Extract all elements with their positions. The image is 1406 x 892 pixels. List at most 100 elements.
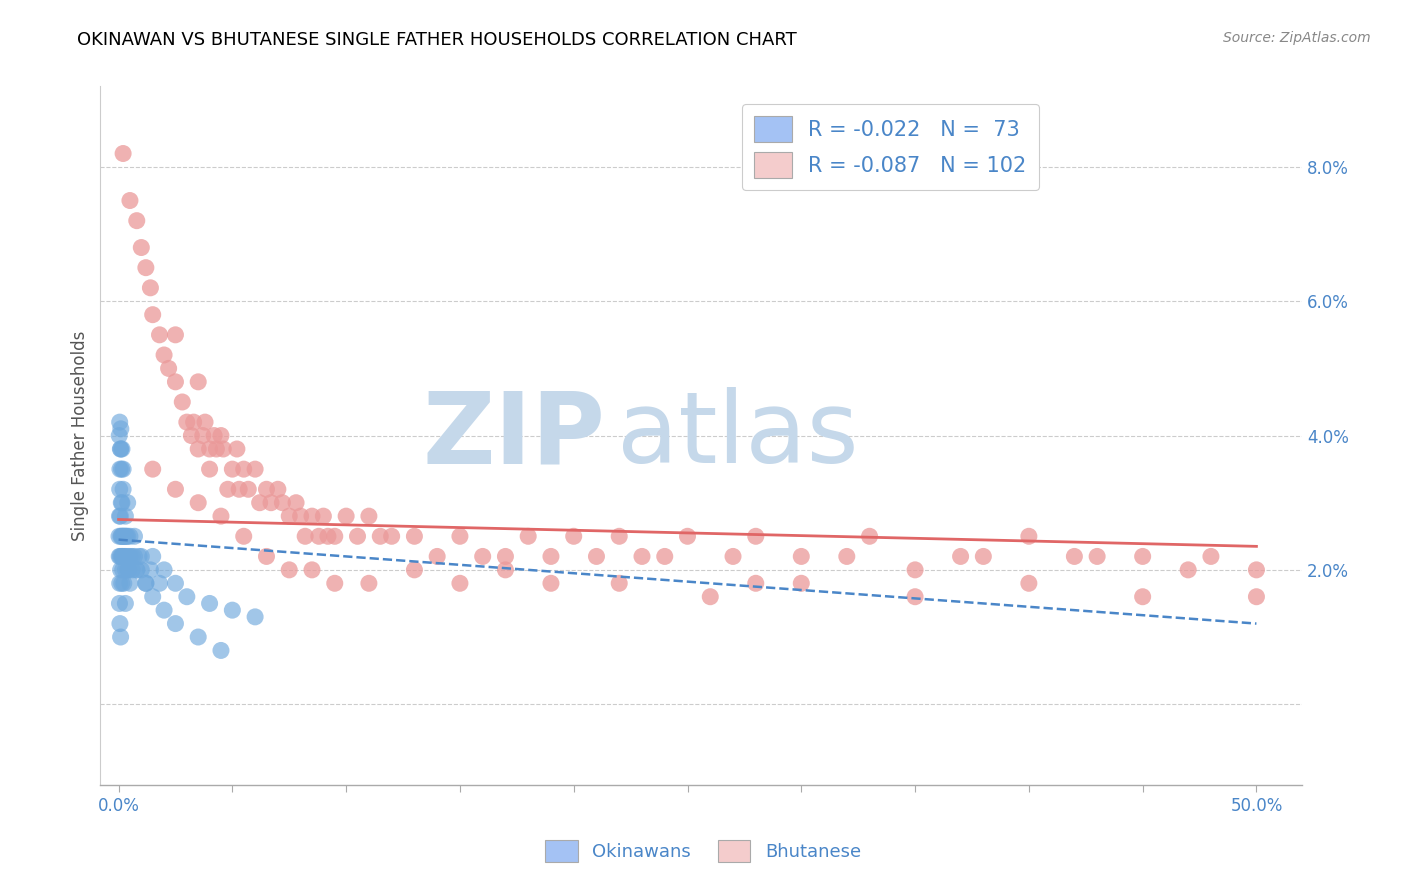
Point xyxy=(157,361,180,376)
Point xyxy=(323,529,346,543)
Point xyxy=(176,590,198,604)
Point xyxy=(221,462,243,476)
Point xyxy=(115,549,138,564)
Point xyxy=(949,549,972,564)
Point xyxy=(232,529,254,543)
Point xyxy=(112,146,135,161)
Point xyxy=(135,260,157,275)
Point xyxy=(110,529,132,543)
Point xyxy=(111,549,134,564)
Point xyxy=(285,496,308,510)
Point xyxy=(110,630,132,644)
Point xyxy=(301,563,323,577)
Point xyxy=(209,428,232,442)
Point xyxy=(117,496,139,510)
Point xyxy=(112,529,135,543)
Point xyxy=(110,509,132,524)
Point xyxy=(243,610,266,624)
Point xyxy=(368,529,391,543)
Point xyxy=(121,563,143,577)
Point xyxy=(494,563,516,577)
Point xyxy=(108,462,131,476)
Point xyxy=(494,549,516,564)
Point xyxy=(1246,590,1268,604)
Point xyxy=(699,590,721,604)
Point xyxy=(517,529,540,543)
Point xyxy=(110,442,132,456)
Point xyxy=(540,576,562,591)
Point xyxy=(176,415,198,429)
Point xyxy=(335,509,357,524)
Point xyxy=(125,563,148,577)
Point xyxy=(631,549,654,564)
Point xyxy=(110,442,132,456)
Point xyxy=(153,603,176,617)
Point xyxy=(111,529,134,543)
Point xyxy=(142,590,165,604)
Point xyxy=(301,509,323,524)
Point xyxy=(139,563,162,577)
Point xyxy=(142,308,165,322)
Point xyxy=(124,529,146,543)
Point xyxy=(108,509,131,524)
Point xyxy=(125,213,148,227)
Point xyxy=(108,549,131,564)
Point xyxy=(790,576,813,591)
Point xyxy=(1132,590,1154,604)
Point xyxy=(562,529,585,543)
Point xyxy=(1246,563,1268,577)
Point xyxy=(117,549,139,564)
Point xyxy=(202,428,225,442)
Point xyxy=(112,549,135,564)
Point xyxy=(972,549,994,564)
Point xyxy=(225,442,247,456)
Point xyxy=(114,549,136,564)
Point xyxy=(323,576,346,591)
Point xyxy=(1132,549,1154,564)
Point xyxy=(114,509,136,524)
Point xyxy=(404,529,426,543)
Point xyxy=(108,483,131,497)
Point xyxy=(111,496,134,510)
Point xyxy=(585,549,607,564)
Point xyxy=(131,240,153,254)
Point xyxy=(357,509,380,524)
Point xyxy=(108,415,131,429)
Point xyxy=(114,597,136,611)
Point xyxy=(172,395,194,409)
Point xyxy=(357,576,380,591)
Point xyxy=(209,643,232,657)
Point xyxy=(449,529,471,543)
Point xyxy=(114,529,136,543)
Point xyxy=(260,496,283,510)
Point xyxy=(187,442,209,456)
Point xyxy=(194,415,217,429)
Point xyxy=(153,348,176,362)
Point xyxy=(904,563,927,577)
Point xyxy=(183,415,205,429)
Point xyxy=(381,529,404,543)
Point xyxy=(135,576,157,591)
Point xyxy=(267,483,290,497)
Point xyxy=(165,616,187,631)
Point xyxy=(117,529,139,543)
Point xyxy=(790,549,813,564)
Point xyxy=(745,576,768,591)
Point xyxy=(165,576,187,591)
Point xyxy=(426,549,449,564)
Point xyxy=(108,576,131,591)
Point xyxy=(1018,529,1040,543)
Point xyxy=(1199,549,1222,564)
Point xyxy=(108,549,131,564)
Point xyxy=(118,529,141,543)
Point xyxy=(209,509,232,524)
Point xyxy=(316,529,339,543)
Point xyxy=(835,549,858,564)
Point xyxy=(111,576,134,591)
Point xyxy=(114,563,136,577)
Point xyxy=(112,576,135,591)
Point xyxy=(278,563,301,577)
Point xyxy=(607,529,630,543)
Point xyxy=(111,442,134,456)
Point xyxy=(308,529,330,543)
